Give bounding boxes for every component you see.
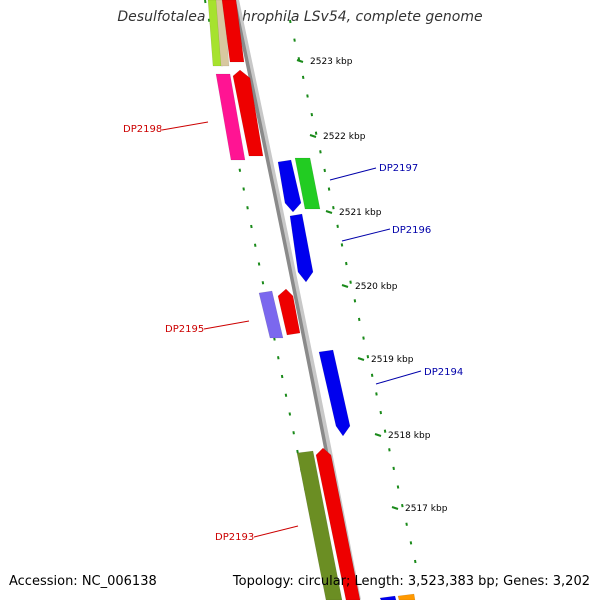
guide-dot [392, 466, 395, 471]
guide-dot [289, 19, 292, 24]
kbp-tick-label: 2523 kbp [310, 57, 353, 67]
kbp-tick-label: 2521 kbp [339, 208, 382, 218]
guide-dot [370, 373, 374, 377]
gene-label-dp2193[interactable]: DP2193 [215, 532, 254, 543]
guide-dot [366, 355, 370, 359]
gene-slate-dp2195 [258, 290, 284, 339]
gene-label-leader [375, 370, 422, 385]
topology-text: Topology: circular; Length: 3,523,383 bp… [232, 574, 590, 589]
guide-dot [293, 38, 296, 42]
guide-dot [246, 206, 249, 210]
gene-blue-dp2196 [289, 213, 314, 283]
guide-dot [383, 429, 387, 433]
tick-marks: 2523 kbp 2522 kbp 2521 kbp 2520 kbp 2519 kbp… [296, 57, 448, 514]
gene-label-leader [253, 525, 299, 538]
guide-dot [277, 356, 280, 360]
guide-dot [409, 541, 413, 545]
gene-blue-dp2197 [277, 159, 302, 213]
kbp-tick [309, 134, 317, 138]
gene-label-dp2197[interactable]: DP2197 [379, 163, 418, 174]
guide-dot [396, 485, 400, 489]
gene-label-leader [341, 228, 391, 242]
guide-dot [405, 522, 408, 526]
guide-dot [336, 224, 339, 228]
gene-label-leader [161, 121, 209, 131]
gene-green-dp2197 [294, 157, 321, 210]
guide-dot [357, 317, 361, 322]
gene-pink-dp2198 [215, 73, 246, 161]
kbp-tick [296, 59, 304, 63]
kbp-tick-label: 2518 kbp [388, 431, 431, 441]
guide-dot [288, 412, 292, 416]
kbp-tick [374, 433, 382, 437]
gene-red-dp2195 [277, 288, 301, 336]
guide-dot [280, 374, 284, 379]
gene-label-leader [203, 320, 250, 330]
guide-dot [362, 336, 365, 340]
gene-blue-dp2194 [318, 349, 351, 437]
guide-dot [323, 168, 326, 173]
gene-red-top [221, 0, 245, 63]
kbp-tick [325, 210, 333, 214]
guide-dot [388, 448, 391, 452]
gene-features [207, 0, 416, 600]
guide-dot [314, 131, 318, 135]
guide-dot [242, 187, 245, 191]
guide-dot [310, 112, 314, 117]
gene-olive-dp2193 [296, 450, 343, 600]
guide-dot [353, 299, 357, 303]
guide-dot [253, 243, 257, 247]
guide-dot [257, 262, 261, 266]
guide-dot [349, 280, 352, 284]
guide-dot [238, 168, 242, 172]
guide-dot [319, 150, 322, 154]
gene-labels: DP2198 DP2197 DP2196 DP2195 DP2194 DP2193 [123, 121, 463, 543]
guide-dot [296, 449, 299, 454]
guide-dot [207, 18, 211, 22]
guide-dot [340, 243, 344, 247]
guide-dot [306, 94, 309, 98]
gene-label-leader [329, 167, 377, 181]
guide-dot [284, 393, 288, 397]
guide-dot [379, 410, 383, 415]
kbp-tick-label: 2522 kbp [323, 132, 366, 142]
guide-dot [261, 281, 265, 285]
gene-label-dp2195[interactable]: DP2195 [165, 324, 204, 335]
gene-label-dp2196[interactable]: DP2196 [392, 225, 431, 236]
kbp-tick-label: 2517 kbp [405, 504, 448, 514]
guide-dot [204, 0, 207, 4]
guide-dot [250, 224, 253, 229]
guide-dot [332, 206, 335, 210]
guide-dot [301, 75, 305, 80]
guide-dot [414, 559, 417, 564]
guide-dot [375, 392, 378, 396]
gene-red-dp2193 [315, 447, 361, 600]
gene-orange-bottom [397, 593, 416, 600]
kbp-tick [357, 357, 365, 361]
guide-dot [345, 261, 348, 266]
gene-blue-bottom [379, 595, 397, 600]
kbp-tick-label: 2520 kbp [355, 282, 398, 292]
accession-text: Accession: NC_006138 [9, 574, 157, 589]
gene-tan [215, 0, 230, 67]
kbp-tick [341, 284, 349, 288]
gene-red-2 [232, 69, 264, 157]
guide-dot [327, 187, 331, 191]
guide-dot [292, 431, 295, 435]
kbp-tick-label: 2519 kbp [371, 355, 414, 365]
gene-label-dp2194[interactable]: DP2194 [424, 367, 463, 378]
guide-dot [401, 503, 404, 508]
kbp-tick [391, 506, 399, 510]
gene-label-dp2198[interactable]: DP2198 [123, 124, 162, 135]
